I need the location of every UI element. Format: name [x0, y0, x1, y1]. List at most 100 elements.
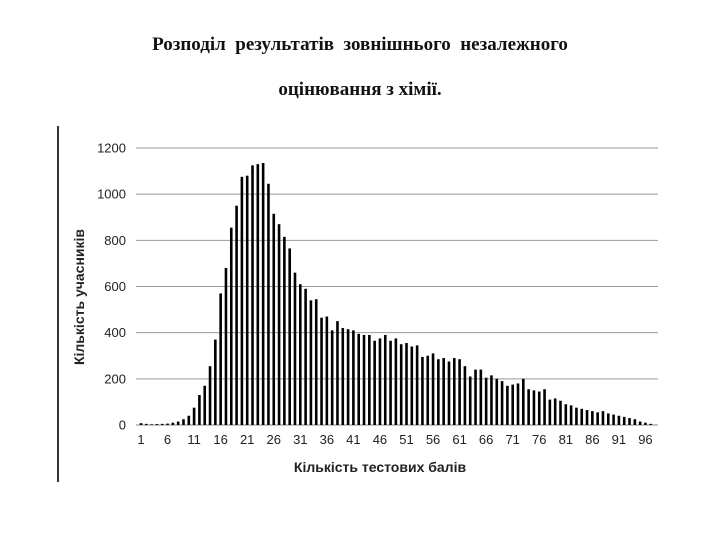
bar-score-84	[580, 408, 584, 425]
bar-score-20	[240, 176, 244, 425]
bar-score-38	[336, 321, 339, 426]
bar-score-96	[644, 422, 647, 425]
bar-score-39	[341, 328, 345, 425]
y-tick-labels: 0 200 400 600 800 1000 1200	[97, 141, 126, 433]
bar-score-54	[421, 356, 424, 425]
bar-score-5	[160, 423, 164, 425]
y-tick-label: 800	[104, 233, 126, 248]
bar-score-92	[622, 416, 626, 425]
bar-score-27	[277, 224, 281, 425]
bar-score-80	[559, 400, 562, 425]
x-tick-label: 36	[320, 432, 334, 447]
bar-score-45	[373, 340, 376, 425]
bar-score-69	[500, 381, 504, 425]
y-tick-label: 400	[104, 325, 126, 340]
bar-score-44	[368, 334, 371, 425]
bar-score-75	[532, 390, 536, 426]
bar-score-7	[171, 422, 175, 425]
x-tick-label: 61	[452, 432, 466, 447]
page-title-line-2: оцінювання з хімії.	[278, 79, 442, 100]
bar-score-65	[479, 369, 483, 425]
x-tick-label: 76	[532, 432, 546, 447]
bar-score-30	[293, 272, 297, 425]
bar-score-36	[325, 316, 329, 425]
x-tick-label: 91	[612, 432, 626, 447]
bar-score-37	[330, 330, 334, 425]
x-tick-label: 31	[293, 432, 307, 447]
bar-score-91	[617, 415, 621, 425]
y-tick-label: 1000	[97, 187, 126, 202]
bar-score-82	[569, 405, 573, 425]
bar-score-68	[495, 378, 499, 425]
bar-score-12	[198, 394, 201, 425]
bar-score-51	[405, 343, 408, 425]
bar-score-32	[304, 288, 307, 425]
bar-score-63	[468, 376, 472, 425]
bar-score-13	[203, 385, 207, 425]
bar-score-11	[192, 407, 196, 425]
bar-score-29	[288, 248, 291, 425]
bar-score-22	[251, 165, 254, 425]
bar-score-24	[261, 163, 265, 425]
bar-score-95	[638, 421, 642, 425]
y-tick-label: 200	[104, 371, 126, 386]
bar-score-40	[346, 329, 350, 425]
bar-score-26	[272, 213, 276, 425]
x-tick-label: 71	[505, 432, 519, 447]
y-tick-label: 1200	[97, 141, 126, 156]
bar-score-17	[224, 268, 228, 425]
bar-score-4	[155, 424, 159, 425]
x-tick-label: 51	[399, 432, 413, 447]
y-tick-label: 0	[119, 418, 126, 433]
x-tick-label: 46	[373, 432, 387, 447]
bar-score-83	[575, 407, 578, 425]
bar-score-23	[256, 164, 260, 425]
bar-score-9	[182, 419, 185, 425]
bar-score-49	[394, 338, 398, 425]
bar-score-97	[649, 423, 653, 425]
bar-score-64	[474, 369, 477, 425]
bar-score-88	[601, 411, 605, 425]
x-tick-label: 6	[164, 432, 171, 447]
x-tick-label: 21	[240, 432, 254, 447]
bar-score-18	[229, 227, 233, 425]
x-tick-label: 16	[213, 432, 227, 447]
bar-score-53	[415, 345, 419, 425]
bar-score-16	[219, 293, 222, 425]
bar-score-33	[309, 300, 313, 425]
bar-score-94	[633, 419, 637, 425]
x-tick-label: 26	[267, 432, 281, 447]
bar-score-46	[378, 338, 382, 425]
bar-score-85	[585, 410, 589, 425]
bar-score-6	[166, 423, 169, 425]
x-tick-label: 81	[559, 432, 573, 447]
bar-score-43	[362, 334, 366, 425]
bar-score-73	[522, 378, 525, 425]
x-axis-label: Кількість тестових балів	[294, 459, 467, 475]
left-border-line	[57, 126, 59, 482]
x-tick-label: 86	[585, 432, 599, 447]
bar-score-61	[458, 359, 461, 425]
x-tick-label: 1	[137, 432, 144, 447]
bar-score-35	[320, 317, 323, 425]
y-tick-label: 600	[104, 279, 126, 294]
bar-score-2	[145, 423, 148, 425]
bar-score-21	[245, 175, 249, 425]
bar-score-3	[150, 424, 153, 425]
bar-score-90	[612, 414, 615, 425]
bar-score-55	[426, 355, 430, 425]
bars	[139, 163, 653, 426]
bar-score-52	[410, 346, 414, 425]
bar-score-31	[299, 284, 302, 425]
bar-score-74	[527, 389, 530, 425]
bar-score-60	[452, 358, 456, 425]
bar-score-34	[314, 299, 318, 425]
x-tick-label: 56	[426, 432, 440, 447]
bar-score-10	[187, 415, 191, 425]
page-title-line-1: Розподіл результатів зовнішнього незалеж…	[152, 34, 568, 55]
bar-score-56	[431, 353, 435, 425]
bar-score-8	[176, 421, 180, 425]
bar-score-48	[389, 340, 392, 425]
bar-score-42	[357, 333, 361, 425]
bar-score-89	[606, 413, 610, 425]
